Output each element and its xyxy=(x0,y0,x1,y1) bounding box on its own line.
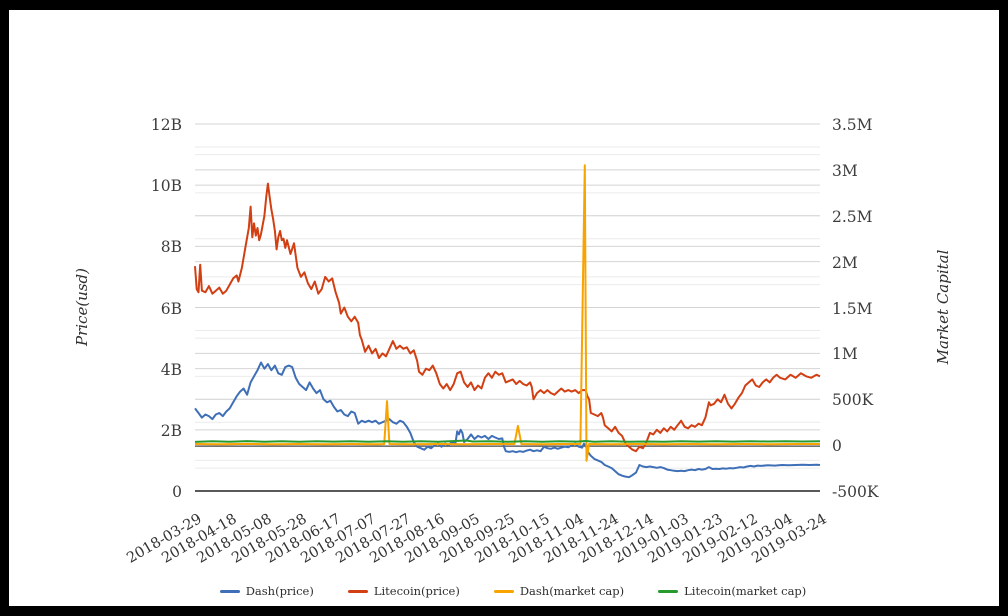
y-left-tick-label: 4B xyxy=(160,360,182,379)
legend-label: Dash(price) xyxy=(245,584,314,598)
y-right-tick-label: 3M xyxy=(832,161,858,180)
legend-item-litecoin-market-cap[interactable]: Litecoin(market cap) xyxy=(658,584,806,598)
y-left-tick-label: 2B xyxy=(160,421,182,440)
chart-canvas: 12B 10B 8B 6B 4B 2B 0 3.5M 3M 2.5M 2M 1.5M 1M 500K 0 -5… xyxy=(9,10,999,606)
y-right-tick-label: -500K xyxy=(832,483,879,501)
y-left-tick-label: 6B xyxy=(160,299,182,318)
plot-area xyxy=(194,123,821,492)
legend-line-swatch xyxy=(219,589,240,593)
legend-line-swatch xyxy=(347,589,368,593)
y-right-tick-label: 3.5M xyxy=(832,116,873,134)
y-axis-title-price: Price(usd) xyxy=(73,267,91,347)
series-line-dash-price xyxy=(194,361,821,479)
series-line-litecoin-market-cap xyxy=(194,439,821,443)
y-left-tick-label: 10B xyxy=(150,177,182,196)
y-left-tick-label: 8B xyxy=(160,238,182,257)
y-right-tick-label: 0 xyxy=(832,437,842,456)
y-axis-title-market-capital: Market Capital xyxy=(934,249,952,365)
y-right-tick-label: 500K xyxy=(832,391,874,410)
legend: Dash(price) Litecoin(price) Dash(market ca… xyxy=(9,584,1008,598)
legend-item-litecoin-price[interactable]: Litecoin(price) xyxy=(347,584,460,598)
y-left-tick-label: 0 xyxy=(172,483,182,501)
y-right-tick-label: 1.5M xyxy=(832,299,873,318)
y-right-tick-label: 1M xyxy=(832,345,858,364)
legend-line-swatch xyxy=(658,589,679,593)
y-right-tick-label: 2M xyxy=(832,253,858,272)
legend-label: Litecoin(market cap) xyxy=(684,584,807,598)
legend-item-dash-market-cap[interactable]: Dash(market cap) xyxy=(493,584,625,598)
legend-label: Litecoin(price) xyxy=(373,584,460,598)
legend-item-dash-price[interactable]: Dash(price) xyxy=(219,584,314,598)
series-line-dash-market-cap xyxy=(194,164,820,462)
y-right-tick-label: 2.5M xyxy=(832,207,873,226)
series-line-litecoin-price xyxy=(194,182,821,453)
y-left-tick-label: 12B xyxy=(150,116,182,134)
legend-label: Dash(market cap) xyxy=(519,584,625,598)
legend-line-swatch xyxy=(493,589,514,593)
